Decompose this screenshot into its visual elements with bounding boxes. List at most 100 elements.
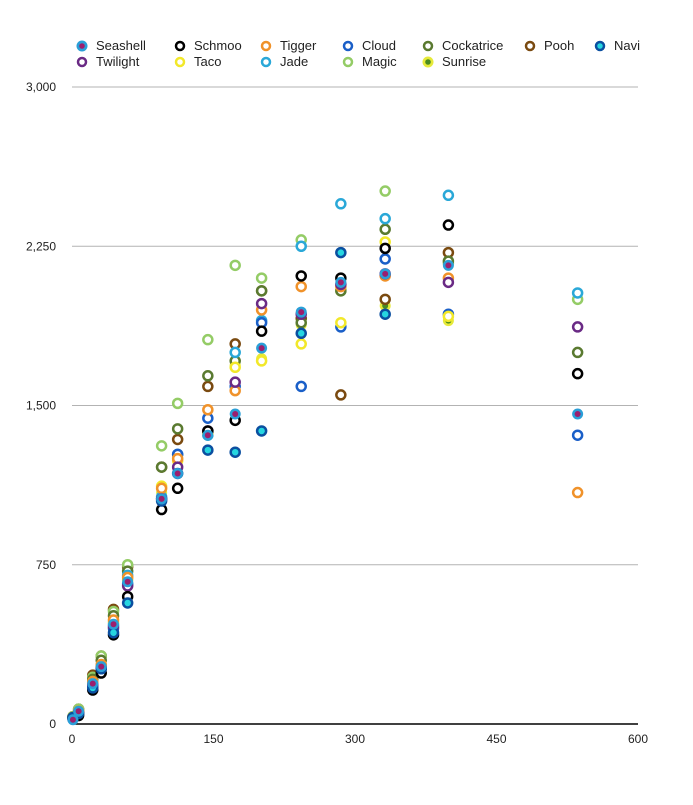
legend-label: Magic bbox=[362, 54, 397, 69]
data-point bbox=[255, 425, 268, 437]
legend-label: Cloud bbox=[362, 38, 396, 53]
x-tick-label: 0 bbox=[69, 732, 76, 746]
data-point-center bbox=[445, 262, 452, 269]
y-tick-label: 1,500 bbox=[26, 399, 56, 413]
data-point bbox=[442, 189, 455, 202]
legend-label: Schmoo bbox=[194, 38, 242, 53]
legend-item-jade: Jade bbox=[260, 54, 342, 69]
data-point bbox=[379, 293, 391, 306]
legend-marker-icon bbox=[422, 40, 434, 51]
legend-marker-icon bbox=[260, 40, 272, 51]
data-point bbox=[202, 444, 214, 456]
x-tick-label: 150 bbox=[203, 732, 223, 746]
legend-item-seashell: Seashell bbox=[76, 38, 174, 53]
data-point bbox=[571, 367, 584, 380]
legend-marker-icon bbox=[524, 40, 536, 51]
data-point bbox=[379, 212, 391, 225]
series-cockatrice bbox=[67, 223, 584, 724]
data-point-center bbox=[382, 270, 389, 277]
data-point-center bbox=[89, 680, 96, 687]
legend-item-schmoo: Schmoo bbox=[174, 38, 260, 53]
y-tick-label: 2,250 bbox=[26, 239, 56, 253]
legend-item-magic: Magic bbox=[342, 54, 422, 69]
data-point bbox=[155, 482, 168, 495]
data-point-center bbox=[204, 432, 211, 439]
tick-labels: 0 750 1,500 2,250 3,000 0 150 300 450 600 bbox=[26, 80, 648, 746]
legend-label: Twilight bbox=[96, 54, 140, 69]
data-point bbox=[229, 446, 241, 458]
data-point bbox=[171, 433, 184, 446]
y-tick-label: 0 bbox=[49, 717, 56, 731]
data-point-center bbox=[158, 495, 165, 502]
legend-item-cloud: Cloud bbox=[342, 38, 422, 53]
data-point bbox=[229, 376, 241, 388]
legend-item-twilight: Twilight bbox=[76, 54, 174, 69]
data-point bbox=[202, 403, 214, 416]
data-point bbox=[335, 389, 347, 401]
data-point bbox=[255, 272, 268, 284]
data-point-center bbox=[337, 279, 344, 286]
data-point bbox=[255, 297, 268, 310]
series-schmoo bbox=[67, 219, 584, 724]
legend-marker-icon bbox=[260, 56, 272, 67]
legend-label: Pooh bbox=[544, 38, 575, 53]
legend-label: Navi bbox=[614, 38, 641, 53]
data-point bbox=[442, 219, 455, 231]
data-point bbox=[255, 355, 268, 367]
data-point bbox=[571, 346, 584, 359]
data-point bbox=[295, 280, 307, 293]
data-point bbox=[295, 270, 307, 282]
data-point-center bbox=[69, 716, 76, 723]
data-point bbox=[229, 259, 241, 272]
legend-item-pooh: Pooh bbox=[524, 38, 594, 53]
data-point bbox=[155, 440, 168, 452]
x-tick-label: 600 bbox=[628, 732, 648, 746]
data-point bbox=[571, 321, 584, 333]
data-point bbox=[202, 333, 214, 346]
data-point bbox=[255, 285, 268, 297]
legend-marker-icon bbox=[422, 56, 434, 67]
legend-marker-icon bbox=[342, 40, 354, 51]
data-point bbox=[121, 597, 134, 609]
data-point bbox=[202, 370, 214, 382]
data-point-center bbox=[298, 309, 305, 316]
data-point-center bbox=[110, 621, 117, 628]
data-point bbox=[202, 380, 214, 393]
legend-marker-icon bbox=[174, 56, 186, 67]
series-tigger bbox=[67, 270, 584, 724]
series-seashell bbox=[67, 259, 584, 726]
legend-marker-icon bbox=[342, 56, 354, 67]
data-point bbox=[295, 380, 307, 393]
data-point bbox=[571, 429, 584, 441]
x-tick-label: 450 bbox=[486, 732, 506, 746]
legend-label: Tigger bbox=[280, 38, 317, 53]
data-points bbox=[67, 185, 584, 726]
data-point bbox=[155, 461, 168, 473]
data-point bbox=[379, 308, 391, 320]
data-point bbox=[171, 423, 184, 435]
legend-label: Jade bbox=[280, 54, 309, 69]
legend-item-taco: Taco bbox=[174, 54, 260, 69]
data-point bbox=[229, 361, 241, 374]
data-point bbox=[171, 397, 184, 410]
chart-legend: Seashell Schmoo Tigger Cloud Cockatrice Pooh N… bbox=[76, 38, 674, 69]
series-magic bbox=[67, 185, 584, 723]
data-point bbox=[335, 198, 347, 210]
data-point-center bbox=[258, 345, 265, 352]
legend-label: Cockatrice bbox=[442, 38, 504, 53]
data-point bbox=[379, 223, 391, 236]
series-cloud bbox=[67, 253, 584, 725]
legend-item-sunrise: Sunrise bbox=[422, 54, 524, 69]
legend-item-navi: Navi bbox=[594, 38, 674, 53]
legend-label: Sunrise bbox=[442, 54, 487, 69]
data-point bbox=[442, 276, 455, 289]
data-point-center bbox=[98, 663, 105, 670]
data-point bbox=[379, 185, 391, 197]
gridlines bbox=[72, 86, 638, 566]
x-tick-label: 300 bbox=[345, 732, 365, 746]
legend-item-cockatrice: Cockatrice bbox=[422, 38, 524, 53]
y-tick-label: 3,000 bbox=[26, 80, 56, 94]
data-point bbox=[442, 310, 455, 323]
data-point bbox=[571, 287, 584, 299]
